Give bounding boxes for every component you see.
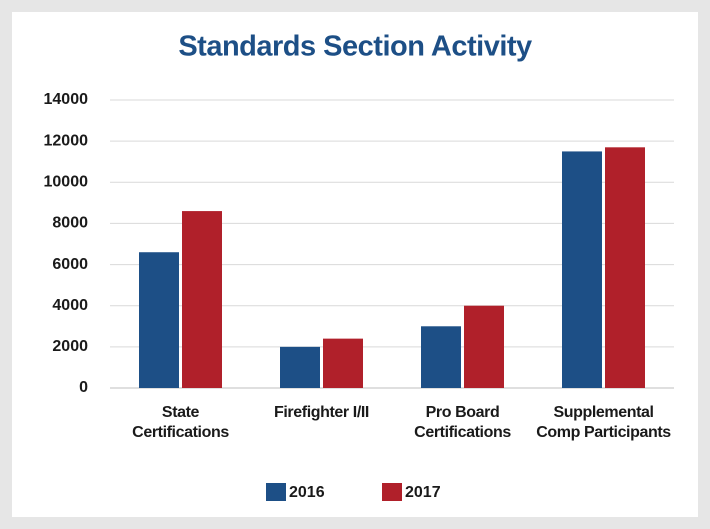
bar <box>605 147 645 388</box>
y-tick-label: 14000 <box>44 91 89 108</box>
bar <box>464 305 504 388</box>
x-tick-label: Pro Board Certifications <box>414 404 511 441</box>
x-tick-label: State Certifications <box>132 404 229 441</box>
chart-title: Standards Section Activity <box>178 31 532 63</box>
y-tick-label: 8000 <box>52 215 88 232</box>
y-tick-label: 4000 <box>52 297 88 314</box>
legend-swatch <box>382 483 402 501</box>
y-tick-label: 10000 <box>44 174 89 191</box>
y-tick-label: 2000 <box>52 338 88 355</box>
bar <box>562 151 602 388</box>
bar <box>421 326 461 388</box>
bar <box>182 211 222 388</box>
y-tick-label: 6000 <box>52 256 88 273</box>
x-tick-label: Firefighter I/II <box>274 404 369 421</box>
bar <box>280 346 320 388</box>
legend-label: 2017 <box>405 484 441 501</box>
legend-label: 2016 <box>289 484 325 501</box>
legend-swatch <box>266 483 286 501</box>
y-tick-label: 12000 <box>44 132 89 149</box>
bar <box>323 338 363 388</box>
y-tick-label: 0 <box>79 379 88 396</box>
bar <box>139 252 179 388</box>
x-tick-label: Supplemental Comp Participants <box>536 404 671 441</box>
